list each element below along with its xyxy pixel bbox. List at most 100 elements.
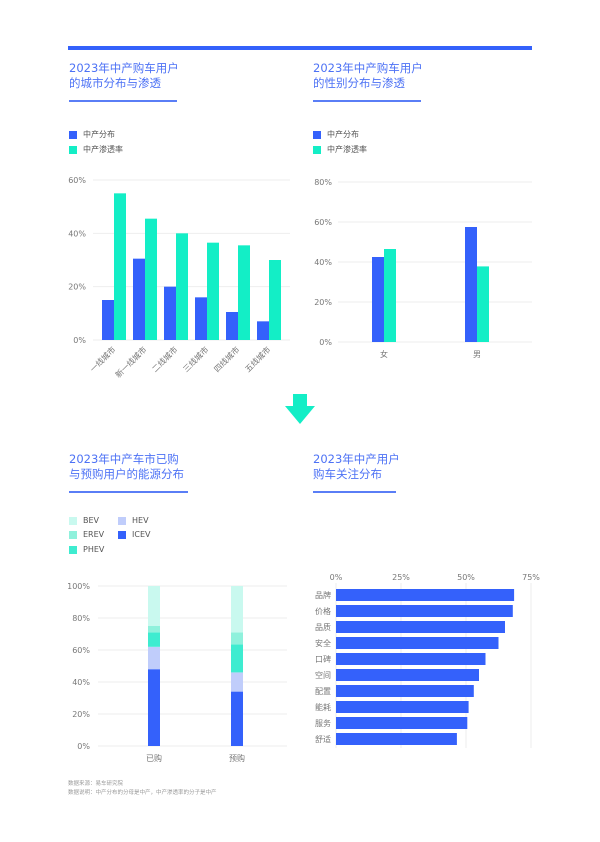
title-line: 2023年中产车市已购 xyxy=(69,452,179,466)
title-line: 2023年中产购车用户 xyxy=(313,61,423,75)
city-chart-title: 2023年中产购车用户 的城市分布与渗透 xyxy=(69,61,179,91)
bar-erev xyxy=(231,632,243,645)
legend-erev: EREV xyxy=(69,530,104,539)
bar-hev xyxy=(148,646,160,670)
bar-icev xyxy=(231,691,243,746)
y-tick-label: 安全 xyxy=(315,638,331,648)
legend-swatch xyxy=(69,545,77,554)
title-line: 2023年中产购车用户 xyxy=(69,61,179,75)
bar-phev xyxy=(148,632,160,647)
y-tick-label: 60% xyxy=(68,176,86,185)
y-tick-label: 60% xyxy=(314,218,332,227)
legend-label: 中产渗透率 xyxy=(83,145,123,154)
legend-label: EREV xyxy=(83,530,105,539)
y-tick-label: 品牌 xyxy=(315,590,331,600)
y-tick-label: 40% xyxy=(68,229,86,238)
bar-bev xyxy=(231,586,243,633)
top-accent-bar xyxy=(68,46,532,50)
bar-distribution xyxy=(133,258,145,340)
gender-chart-title: 2023年中产购车用户 的性别分布与渗透 xyxy=(313,61,423,91)
bar-penetration xyxy=(145,218,157,340)
x-tick-label: 0% xyxy=(330,573,343,582)
bar-phev xyxy=(231,644,243,673)
y-tick-label: 0% xyxy=(73,336,86,345)
title-line: 2023年中产用户 xyxy=(313,452,400,466)
x-tick-label: 50% xyxy=(457,573,475,582)
y-tick-label: 80% xyxy=(314,178,332,187)
bar-focus xyxy=(336,733,457,745)
legend-swatch xyxy=(69,516,77,525)
legend-label: ICEV xyxy=(132,530,151,539)
legend-dist: 中产分布 xyxy=(69,129,115,140)
title-line: 与预购用户的能源分布 xyxy=(69,467,184,481)
y-tick-label: 口碑 xyxy=(315,654,331,664)
legend-dist: 中产分布 xyxy=(313,129,359,140)
bar-distribution xyxy=(164,286,176,340)
focus-chart-title: 2023年中产用户 购车关注分布 xyxy=(313,452,400,482)
y-tick-label: 服务 xyxy=(315,718,331,728)
bar-focus xyxy=(336,685,474,697)
bar-penetration xyxy=(238,245,250,340)
footnote-note: 数据说明：中产分布的分母是中产，中产渗透率的分子是中产 xyxy=(68,790,217,796)
y-tick-label: 0% xyxy=(77,742,90,751)
bar-distribution xyxy=(195,297,207,340)
bar-focus xyxy=(336,669,479,681)
title-line: 的城市分布与渗透 xyxy=(69,76,161,90)
energy-chart-title: 2023年中产车市已购 与预购用户的能源分布 xyxy=(69,452,184,482)
legend-label: BEV xyxy=(83,516,100,525)
x-tick-label: 男 xyxy=(473,350,481,359)
bar-distribution xyxy=(257,321,269,340)
legend-swatch xyxy=(118,516,126,525)
x-tick-label: 预购 xyxy=(229,753,245,763)
bar-distribution xyxy=(102,300,114,340)
legend-phev: PHEV xyxy=(69,545,104,554)
legend-label: 中产分布 xyxy=(83,130,115,139)
bar-distribution xyxy=(226,312,238,340)
legend-swatch xyxy=(118,530,126,539)
bar-penetration xyxy=(176,233,188,340)
y-tick-label: 20% xyxy=(68,283,86,292)
legend-hev: HEV xyxy=(118,516,149,525)
x-tick-label: 75% xyxy=(522,573,540,582)
legend-swatch xyxy=(69,145,77,154)
title-underline xyxy=(69,100,177,102)
title-underline xyxy=(313,491,396,493)
bar-distribution xyxy=(372,257,384,342)
bar-hev xyxy=(231,672,243,692)
bar-focus xyxy=(336,637,499,649)
bar-focus xyxy=(336,605,513,617)
legend-pen: 中产渗透率 xyxy=(69,144,123,155)
y-tick-label: 能耗 xyxy=(315,702,331,712)
title-underline xyxy=(313,100,421,102)
y-tick-label: 20% xyxy=(314,298,332,307)
y-tick-label: 40% xyxy=(314,258,332,267)
bar-penetration xyxy=(384,249,396,342)
legend-bev: BEV xyxy=(69,516,99,525)
y-tick-label: 空间 xyxy=(315,670,331,680)
bar-focus xyxy=(336,717,468,729)
legend-label: 中产分布 xyxy=(327,130,359,139)
y-tick-label: 舒适 xyxy=(315,734,331,744)
y-tick-label: 80% xyxy=(72,614,90,623)
legend-label: PHEV xyxy=(83,545,105,554)
x-tick-label: 25% xyxy=(392,573,410,582)
bar-focus xyxy=(336,589,515,601)
title-underline xyxy=(69,491,188,493)
bar-penetration xyxy=(114,193,126,340)
y-tick-label: 价格 xyxy=(315,606,331,616)
x-tick-label: 女 xyxy=(380,349,388,359)
y-tick-label: 100% xyxy=(67,582,90,591)
bar-distribution xyxy=(465,227,477,342)
legend-swatch xyxy=(69,530,77,539)
legend-swatch xyxy=(69,130,77,139)
bar-focus xyxy=(336,621,505,633)
y-tick-label: 20% xyxy=(72,710,90,719)
bar-penetration xyxy=(207,242,219,340)
y-tick-label: 40% xyxy=(72,678,90,687)
bar-erev xyxy=(148,626,160,633)
y-tick-label: 0% xyxy=(319,338,332,347)
